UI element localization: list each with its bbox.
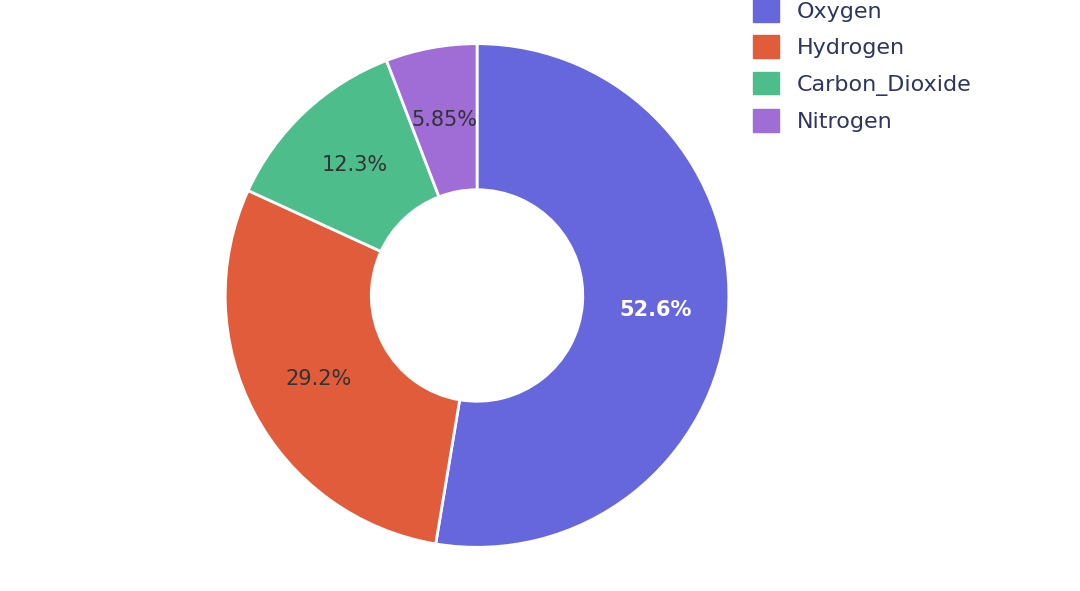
- Legend: Oxygen, Hydrogen, Carbon_Dioxide, Nitrogen: Oxygen, Hydrogen, Carbon_Dioxide, Nitrog…: [742, 0, 983, 143]
- Text: 12.3%: 12.3%: [322, 155, 388, 175]
- Wedge shape: [435, 44, 729, 547]
- Wedge shape: [226, 190, 460, 544]
- Wedge shape: [387, 44, 477, 197]
- Wedge shape: [248, 60, 440, 251]
- Text: 29.2%: 29.2%: [286, 369, 352, 389]
- Text: 52.6%: 52.6%: [619, 300, 691, 320]
- Text: 5.85%: 5.85%: [411, 110, 477, 129]
